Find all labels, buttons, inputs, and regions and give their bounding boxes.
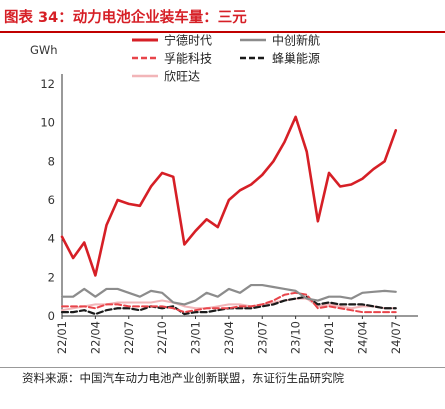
- series-line: [60, 283, 397, 306]
- x-tick-label: 24/04: [355, 321, 369, 354]
- y-tick-label: 10: [40, 116, 55, 130]
- y-tick-label: 6: [48, 193, 55, 207]
- legend-label: 蜂巢能源: [272, 52, 320, 66]
- line-chart: GWh 0 2 4 6 8 10 12 22/01 22/04 22/07 22/10 23/01 23/…: [30, 33, 418, 354]
- y-tick-label: 4: [48, 232, 55, 246]
- title-rule: [0, 31, 445, 33]
- y-axis-unit: GWh: [30, 43, 58, 57]
- series-line: [61, 291, 397, 314]
- bottom-rule: [0, 367, 445, 368]
- legend-label: 宁德时代: [164, 33, 212, 48]
- x-tick-label: 23/07: [255, 321, 269, 354]
- series-line: [61, 297, 397, 312]
- y-tick-label: 12: [40, 77, 55, 91]
- figure-title: 图表 34：动力电池企业装车量：三元: [4, 10, 247, 26]
- x-tick-label: 22/07: [122, 321, 136, 354]
- legend-label: 欣旺达: [164, 70, 200, 84]
- legend-label: 孚能科技: [164, 52, 212, 66]
- x-tick-label: 22/04: [88, 321, 102, 354]
- x-tick-label: 24/07: [389, 321, 403, 354]
- y-tick-label: 2: [48, 270, 55, 284]
- x-tick-label: 22/01: [55, 321, 69, 354]
- series-line: [60, 295, 397, 316]
- x-tick-label: 23/01: [189, 321, 203, 354]
- x-tick-label: 23/04: [222, 321, 236, 354]
- series-line: [60, 115, 398, 277]
- legend-label: 中创新航: [272, 33, 320, 48]
- y-tick-label: 0: [48, 309, 55, 323]
- y-tick-label: 8: [48, 154, 55, 168]
- source-note: 资料来源：中国汽车动力电池产业创新联盟，东证衍生品研究院: [22, 371, 344, 385]
- x-tick-label: 24/01: [322, 321, 336, 354]
- x-tick-label: 22/10: [155, 321, 169, 354]
- x-tick-label: 23/10: [289, 321, 303, 354]
